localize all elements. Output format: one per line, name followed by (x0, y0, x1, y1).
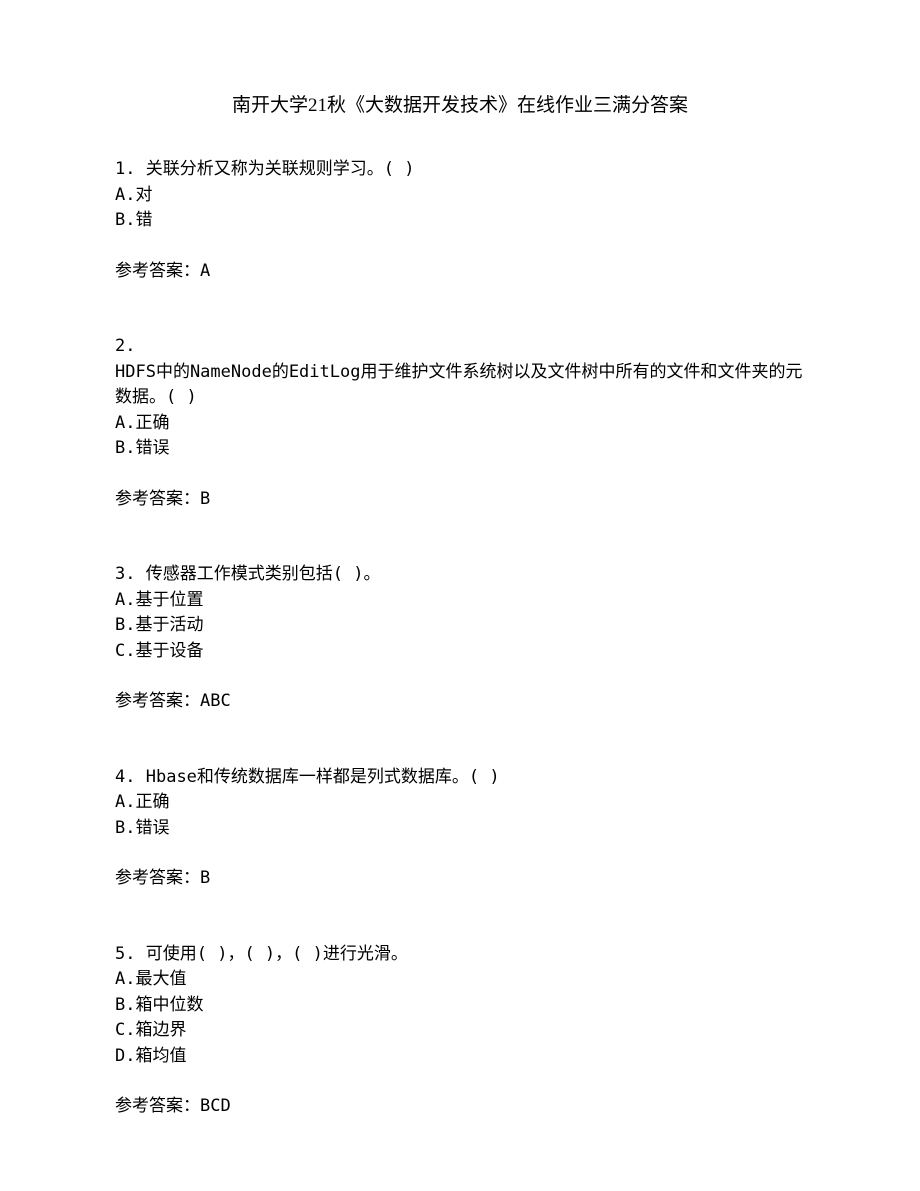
document-title: 南开大学21秋《大数据开发技术》在线作业三满分答案 (115, 90, 805, 117)
option-a: A.最大值 (115, 967, 805, 993)
option-a: A.正确 (115, 411, 805, 437)
question-text: 1. 关联分析又称为关联规则学习。( ) (115, 157, 805, 183)
question-number: 2. (115, 334, 805, 360)
option-a: A.对 (115, 183, 805, 209)
option-b: B.错误 (115, 816, 805, 842)
option-a: A.正确 (115, 790, 805, 816)
option-a: A.基于位置 (115, 588, 805, 614)
question-2: 2. HDFS中的NameNode的EditLog用于维护文件系统树以及文件树中… (115, 334, 805, 512)
option-d: D.箱均值 (115, 1044, 805, 1070)
answer: 参考答案：B (115, 487, 805, 513)
option-c: C.基于设备 (115, 639, 805, 665)
answer: 参考答案：BCD (115, 1094, 805, 1120)
question-text: 4. Hbase和传统数据库一样都是列式数据库。( ) (115, 765, 805, 791)
option-b: B.基于活动 (115, 613, 805, 639)
question-4: 4. Hbase和传统数据库一样都是列式数据库。( ) A.正确 B.错误 参考… (115, 765, 805, 892)
question-text: 5. 可使用( )，( )，( )进行光滑。 (115, 942, 805, 968)
option-b: B.箱中位数 (115, 993, 805, 1019)
question-text: 3. 传感器工作模式类别包括( )。 (115, 562, 805, 588)
option-b: B.错 (115, 208, 805, 234)
option-b: B.错误 (115, 436, 805, 462)
answer: 参考答案：A (115, 259, 805, 285)
option-c: C.箱边界 (115, 1018, 805, 1044)
question-3: 3. 传感器工作模式类别包括( )。 A.基于位置 B.基于活动 C.基于设备 … (115, 562, 805, 715)
question-1: 1. 关联分析又称为关联规则学习。( ) A.对 B.错 参考答案：A (115, 157, 805, 284)
answer: 参考答案：B (115, 866, 805, 892)
question-5: 5. 可使用( )，( )，( )进行光滑。 A.最大值 B.箱中位数 C.箱边… (115, 942, 805, 1120)
question-text: HDFS中的NameNode的EditLog用于维护文件系统树以及文件树中所有的… (115, 360, 805, 411)
answer: 参考答案：ABC (115, 689, 805, 715)
